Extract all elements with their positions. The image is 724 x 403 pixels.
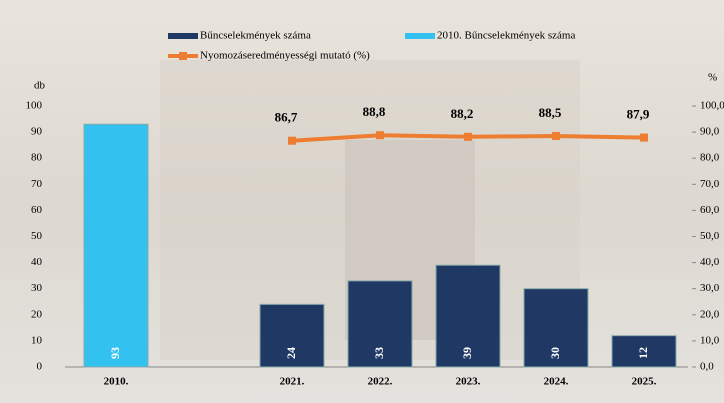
bar-value-label: 93 xyxy=(108,347,122,359)
x-tick-label: 2021. xyxy=(280,376,305,388)
line-marker xyxy=(288,137,296,145)
y-tick-label: 10 xyxy=(31,334,43,346)
bar-value-label: 33 xyxy=(372,347,386,359)
y2-tick-label: 30,0 xyxy=(700,282,720,294)
y-tick-label: 0 xyxy=(37,361,43,373)
line-marker xyxy=(552,132,560,140)
y-tick-label: 50 xyxy=(31,230,43,242)
y-tick-label: 100 xyxy=(26,100,43,112)
x-tick-label: 2022. xyxy=(368,376,393,388)
y2-tick-label: 0,0 xyxy=(700,361,714,373)
y2-tick-label: 80,0 xyxy=(700,152,720,164)
y2-tick-label: 90,0 xyxy=(700,126,720,138)
line-marker xyxy=(376,131,384,139)
line-marker xyxy=(464,133,472,141)
legend-swatch xyxy=(168,33,198,39)
bar-value-label: 39 xyxy=(460,347,474,359)
x-tick-label: 2010. xyxy=(104,376,129,388)
y-tick-label: 30 xyxy=(31,282,43,294)
bar xyxy=(84,124,148,367)
y2-tick-label: 70,0 xyxy=(700,178,720,190)
bar-value-label: 24 xyxy=(284,347,298,359)
y2-tick-label: 50,0 xyxy=(700,230,720,242)
y-tick-label: 60 xyxy=(31,204,43,216)
line-value-label: 88,2 xyxy=(451,106,474,121)
bar-value-label: 12 xyxy=(636,347,650,359)
y-tick-label: 70 xyxy=(31,178,43,190)
y-tick-label: 80 xyxy=(31,152,43,164)
y2-tick-label: 10,0 xyxy=(700,334,720,346)
line-value-label: 87,9 xyxy=(627,107,650,122)
y2-tick-label: 100,0 xyxy=(700,100,724,112)
line-marker xyxy=(640,134,648,142)
legend-label: 2010. Bűncselekmények száma xyxy=(437,30,575,42)
x-tick-label: 2023. xyxy=(456,376,481,388)
legend-label: Bűncselekmények száma xyxy=(200,30,311,42)
x-tick-label: 2025. xyxy=(632,376,657,388)
y-tick-label: 20 xyxy=(31,308,43,320)
line-value-label: 88,8 xyxy=(363,104,386,119)
y2-tick-label: 60,0 xyxy=(700,204,720,216)
legend-swatch-marker xyxy=(179,52,187,60)
y2-tick-label: 20,0 xyxy=(700,308,720,320)
chart: db % 0 10 20 30 40 50 60 70 80 90 100 0,0 10,0 20,0 30… xyxy=(0,0,724,403)
y-axis-label: db xyxy=(34,80,46,92)
y2-tick-label: 40,0 xyxy=(700,256,720,268)
x-tick-label: 2024. xyxy=(544,376,569,388)
y2-axis-label: % xyxy=(708,72,717,84)
legend-swatch xyxy=(405,33,435,39)
y-tick-label: 40 xyxy=(31,256,43,268)
bar-value-label: 30 xyxy=(548,347,562,359)
y-tick-label: 90 xyxy=(31,126,43,138)
line-value-label: 88,5 xyxy=(539,105,562,120)
line-value-label: 86,7 xyxy=(275,110,298,125)
legend-label: Nyomozáseredményességi mutató (%) xyxy=(200,50,370,62)
